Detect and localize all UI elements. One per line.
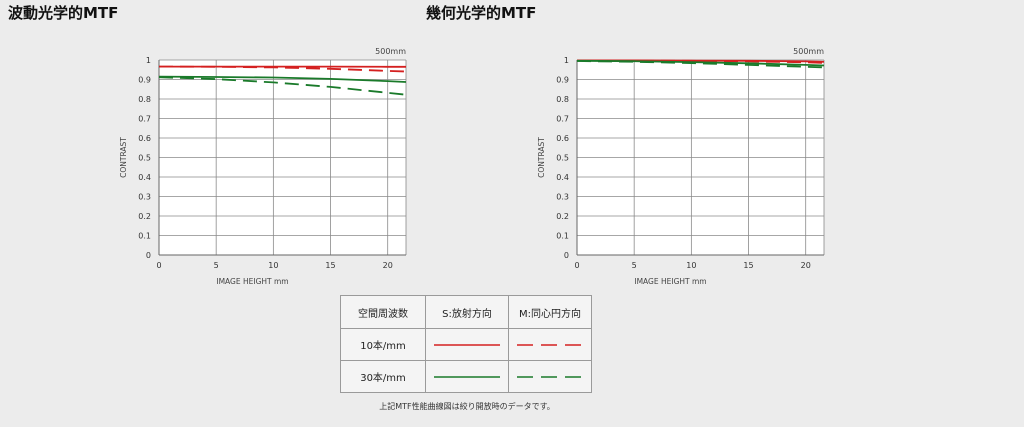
series-line [158,65,407,73]
legend-header-meridional: M:同心円方向 [508,295,592,329]
y-tick-label: 0.8 [556,95,569,104]
y-tick-label: 0.9 [138,76,151,85]
x-tick-label: 10 [268,261,278,270]
legend-row-label: 10本/mm [340,328,426,361]
y-tick-label: 0.2 [138,212,151,221]
y-tick-label: 0.8 [138,95,151,104]
legend-dashed-line-30 [517,375,583,378]
legend-sample-cell [425,328,509,361]
y-tick-label: 0.1 [556,232,569,241]
y-tick-label: 0.6 [138,134,151,143]
y-tick-label: 0.7 [138,115,151,124]
x-tick-label: 15 [325,261,335,270]
y-tick-label: 0.4 [556,173,569,182]
x-tick-label: 5 [214,261,219,270]
legend-sample-cell [425,360,509,393]
legend-sample-cell [508,360,592,393]
legend-table: 空間周波数 S:放射方向 M:同心円方向 10本/mm 30本/mm [340,295,592,393]
y-tick-label: 1 [564,56,569,65]
series-line [158,75,407,83]
y-tick-label: 0.9 [556,76,569,85]
y-tick-label: 0.5 [556,154,569,163]
legend-header-row: 空間周波数 S:放射方向 M:同心円方向 [340,295,592,329]
wave-optics-mtf-title: 波動光学的MTF [8,4,119,22]
x-tick-label: 20 [383,261,393,270]
legend-solid-line-10 [434,343,500,346]
series-line [158,76,407,96]
y-tick-label: 0.5 [138,154,151,163]
x-tick-label: 15 [743,261,753,270]
x-axis-label: IMAGE HEIGHT mm [216,277,288,286]
x-tick-label: 20 [801,261,811,270]
y-tick-label: 0.1 [138,232,151,241]
legend-dashed-line-10 [517,343,583,346]
x-axis-label: IMAGE HEIGHT mm [634,277,706,286]
geometric-optics-mtf-title: 幾何光学的MTF [426,4,537,22]
x-tick-label: 0 [156,261,161,270]
y-tick-label: 0.4 [138,173,151,182]
y-axis-label: CONTRAST [119,137,128,178]
y-tick-label: 0 [564,251,569,260]
mtf-charts: 00.10.20.30.40.50.60.70.80.910 5 10 15 20500… [119,47,825,286]
legend-row-label: 30本/mm [340,360,426,393]
legend-header-sagittal: S:放射方向 [425,295,509,329]
y-tick-label: 1 [146,56,151,65]
x-tick-label: 0 [574,261,579,270]
mtf-chart-1: 00.10.20.30.40.50.60.70.80.910 5 10 15 20500… [119,47,407,286]
y-tick-label: 0 [146,251,151,260]
y-tick-label: 0.6 [556,134,569,143]
mtf-chart-2: 00.10.20.30.40.50.60.70.80.910 5 10 15 20500… [537,47,825,286]
legend-header-frequency: 空間周波数 [340,295,426,329]
y-tick-label: 0.3 [556,193,569,202]
series-line [576,60,825,69]
x-tick-label: 5 [632,261,637,270]
legend-row-30: 30本/mm [340,360,592,393]
y-tick-label: 0.7 [556,115,569,124]
y-tick-label: 0.2 [556,212,569,221]
y-tick-label: 0.3 [138,193,151,202]
legend-row-10: 10本/mm [340,328,592,361]
legend-sample-cell [508,328,592,361]
focal-length-label: 500mm [793,47,824,56]
legend-solid-line-30 [434,375,500,378]
focal-length-label: 500mm [375,47,406,56]
x-tick-label: 10 [686,261,696,270]
y-axis-label: CONTRAST [537,137,546,178]
footnote: 上記MTF性能曲線図は絞り開放時のデータです。 [379,402,555,411]
